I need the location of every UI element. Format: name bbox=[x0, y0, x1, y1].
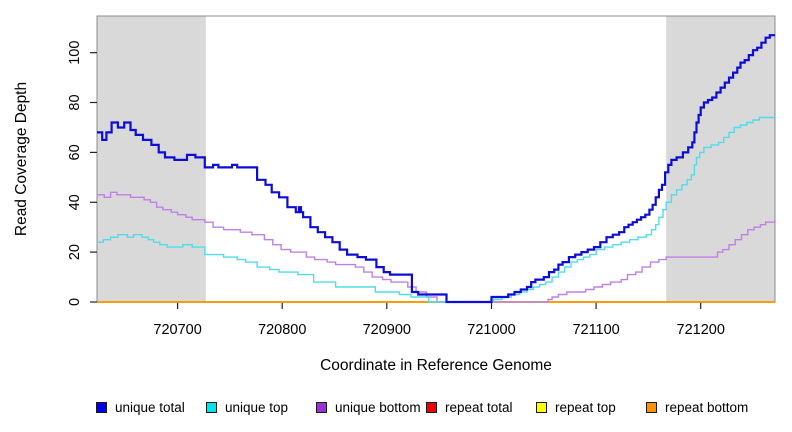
x-axis-title: Coordinate in Reference Genome bbox=[320, 357, 552, 374]
shaded-region bbox=[666, 16, 775, 302]
legend-swatch-repeat-top bbox=[536, 401, 547, 413]
x-tick-label: 720900 bbox=[363, 322, 411, 338]
legend-swatch-unique-bottom bbox=[316, 401, 327, 413]
series-unique-total bbox=[97, 34, 775, 304]
legend-item-unique-top: unique top bbox=[206, 398, 288, 416]
legend-item-repeat-total: repeat total bbox=[426, 398, 513, 416]
x-tick-label: 720700 bbox=[153, 322, 201, 338]
shaded-region bbox=[97, 16, 206, 302]
x-tick-label: 721200 bbox=[677, 322, 725, 338]
y-tick-label: 100 bbox=[67, 41, 83, 65]
legend-label: repeat top bbox=[555, 399, 616, 415]
legend-label: repeat bottom bbox=[665, 399, 749, 415]
x-tick-label: 721000 bbox=[467, 322, 515, 338]
legend-item-repeat-top: repeat top bbox=[536, 398, 616, 416]
legend-swatch-repeat-bottom bbox=[646, 401, 657, 413]
legend-label: unique total bbox=[115, 399, 185, 415]
y-axis-title: Read Coverage Depth bbox=[13, 82, 30, 236]
legend-label: repeat total bbox=[445, 399, 513, 415]
series-unique-top bbox=[97, 116, 775, 303]
coverage-plot: 720700 720800 720900 721000 721100 721200 0 20 4… bbox=[13, 15, 776, 374]
y-tick-label: 60 bbox=[67, 144, 83, 160]
y-tick-label: 80 bbox=[67, 94, 83, 110]
legend-item-repeat-bottom: repeat bottom bbox=[646, 398, 748, 416]
legend-label: unique top bbox=[225, 399, 289, 415]
legend-item-unique-bottom: unique bottom bbox=[316, 398, 421, 416]
x-tick-label: 720800 bbox=[258, 322, 306, 338]
legend: unique total unique top unique bottom re… bbox=[0, 398, 792, 420]
x-tick-label: 721100 bbox=[572, 322, 619, 338]
legend-label: unique bottom bbox=[335, 399, 421, 415]
series-unique-bottom bbox=[97, 191, 776, 303]
plot-layer: 720700 720800 720900 721000 721100 721200 0 20 4… bbox=[67, 15, 776, 338]
y-tick-label: 20 bbox=[67, 244, 83, 260]
y-tick-label: 0 bbox=[67, 298, 83, 306]
y-tick-label: 40 bbox=[67, 194, 83, 210]
legend-swatch-unique-total bbox=[96, 401, 107, 413]
legend-swatch-unique-top bbox=[206, 401, 217, 413]
legend-swatch-repeat-total bbox=[426, 401, 437, 413]
legend-item-unique-total: unique total bbox=[96, 398, 185, 416]
